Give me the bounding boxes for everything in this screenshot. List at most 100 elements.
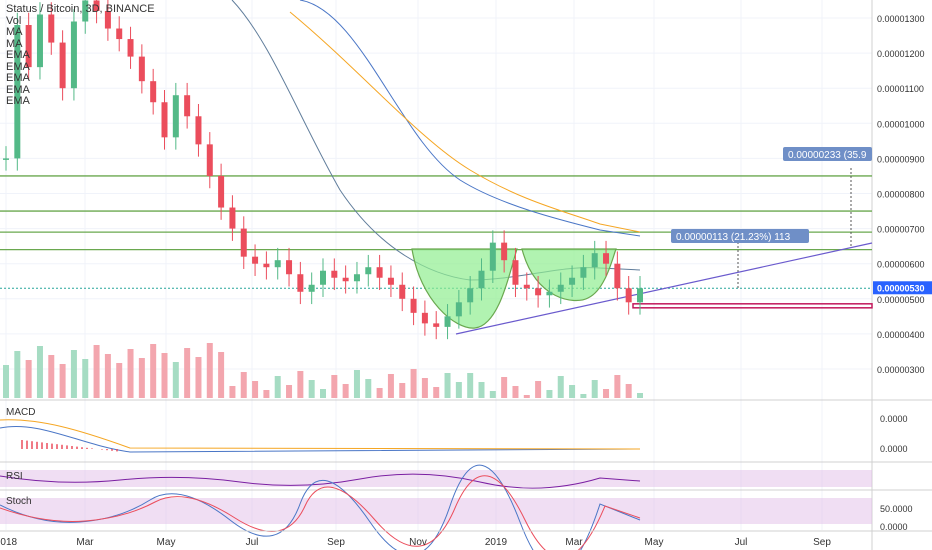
volume-bar	[25, 360, 32, 398]
target1-box	[671, 229, 809, 243]
volume-bar	[172, 362, 179, 398]
price-tick-label: 0.00000400	[877, 330, 925, 340]
legend-ma-1[interactable]: MA	[6, 26, 23, 38]
time-tick-label: Sep	[813, 537, 831, 548]
price-tick-label: 0.00001100	[877, 84, 924, 94]
volume-bar	[614, 375, 621, 398]
volume-bar	[308, 380, 315, 398]
volume-bar	[535, 381, 542, 398]
volume-bar	[297, 371, 304, 398]
time-tick-label: Mar	[565, 537, 583, 548]
candle-body	[410, 298, 417, 313]
volume-bar	[116, 363, 123, 398]
stoch-band	[0, 498, 872, 524]
candle-body	[59, 42, 66, 89]
candle-body	[637, 288, 643, 303]
candle-body	[229, 207, 236, 229]
chart-title: Status / Bitcoin, 3D, BINANCE	[6, 3, 155, 15]
price-tick-label: 0.00000600	[877, 260, 925, 270]
volume-bar	[229, 386, 236, 398]
candle-body	[36, 14, 43, 68]
volume-bar	[3, 365, 9, 398]
candle-body	[557, 284, 564, 292]
legend-vol[interactable]: Vol	[6, 14, 22, 27]
time-tick-label: 2019	[485, 537, 508, 548]
legend-ema-5[interactable]: EMA	[6, 95, 30, 107]
candle-body	[501, 242, 508, 261]
volume-bar	[48, 355, 55, 398]
rsi-band	[0, 470, 872, 487]
volume-bar	[637, 393, 643, 398]
volume-bars	[3, 343, 643, 398]
ema-line-2	[299, 0, 641, 237]
candle-body	[195, 116, 202, 145]
candle-body	[455, 302, 462, 317]
volume-bar	[455, 382, 462, 398]
volume-bar	[421, 378, 428, 398]
volume-bar	[263, 390, 270, 398]
price-tick-label: 0.00000700	[877, 225, 925, 235]
volume-bar	[591, 380, 598, 398]
rsi-label: RSI	[6, 471, 23, 482]
time-tick-label: 2018	[0, 537, 18, 548]
price-tick-label: 0.00001000	[877, 119, 925, 129]
volume-bar	[444, 373, 451, 398]
price-tick-label: 0.00000900	[877, 154, 925, 164]
volume-bar	[512, 386, 519, 398]
candle-body	[614, 263, 621, 289]
candle-body	[342, 277, 349, 282]
candle-body	[14, 25, 21, 159]
legend-ma-2[interactable]: MA	[6, 37, 23, 50]
candle-body	[376, 267, 383, 278]
chart-legend: Status / Bitcoin, 3D, BINANCE Vol MA MA …	[6, 3, 155, 108]
volume-bar	[161, 353, 168, 398]
legend-ema-2[interactable]: EMA	[6, 60, 30, 73]
rsi-line	[0, 473, 641, 489]
volume-bar	[467, 373, 474, 398]
macd-label: MACD	[6, 407, 36, 418]
legend-ema-3[interactable]: EMA	[6, 72, 30, 84]
volume-bar	[603, 389, 610, 398]
candle-body	[512, 260, 519, 285]
volume-bar	[478, 382, 485, 398]
legend-ema-1[interactable]: EMA	[6, 49, 30, 61]
candle-body	[116, 28, 123, 40]
volume-bar	[365, 379, 372, 398]
candle-body	[104, 10, 111, 29]
volume-bar	[150, 344, 157, 398]
macd-tick-label: 0.0000	[880, 414, 908, 424]
candlesticks	[3, 0, 643, 340]
stoch-tick-label: 0.0000	[880, 522, 908, 532]
volume-bar	[546, 390, 553, 398]
volume-bar	[36, 346, 43, 398]
candle-body	[467, 288, 474, 303]
candle-body	[82, 0, 89, 22]
indicator-panes: 0.0000 0.0000 50.0000 0.0000	[0, 399, 932, 550]
candle-body	[25, 25, 32, 68]
trend-line	[455, 242, 873, 335]
candle-body	[478, 270, 485, 289]
candle-body	[48, 14, 55, 43]
volume-bar	[376, 388, 383, 398]
candle-body	[206, 144, 213, 176]
price-tick-label: 0.00001300	[877, 14, 925, 24]
volume-bar	[501, 377, 508, 398]
legend-ema-4[interactable]: EMA	[6, 83, 30, 96]
candle-body	[240, 228, 247, 257]
time-tick-label: Sep	[327, 537, 345, 548]
volume-bar	[387, 374, 394, 398]
target2-box	[783, 147, 872, 161]
candle-body	[218, 175, 225, 208]
volume-bar	[93, 345, 100, 398]
candle-body	[184, 95, 191, 117]
candle-body	[172, 95, 179, 138]
stoch-d-line	[0, 475, 641, 550]
time-tick-label: Nov	[409, 537, 427, 548]
stoch-label: Stoch	[6, 496, 32, 507]
candle-body	[421, 312, 428, 324]
macd-line	[0, 426, 641, 453]
volume-bar	[206, 343, 213, 398]
candle-body	[535, 288, 542, 296]
stoch-tick-label: 50.0000	[880, 504, 913, 514]
volume-bar	[218, 352, 225, 398]
